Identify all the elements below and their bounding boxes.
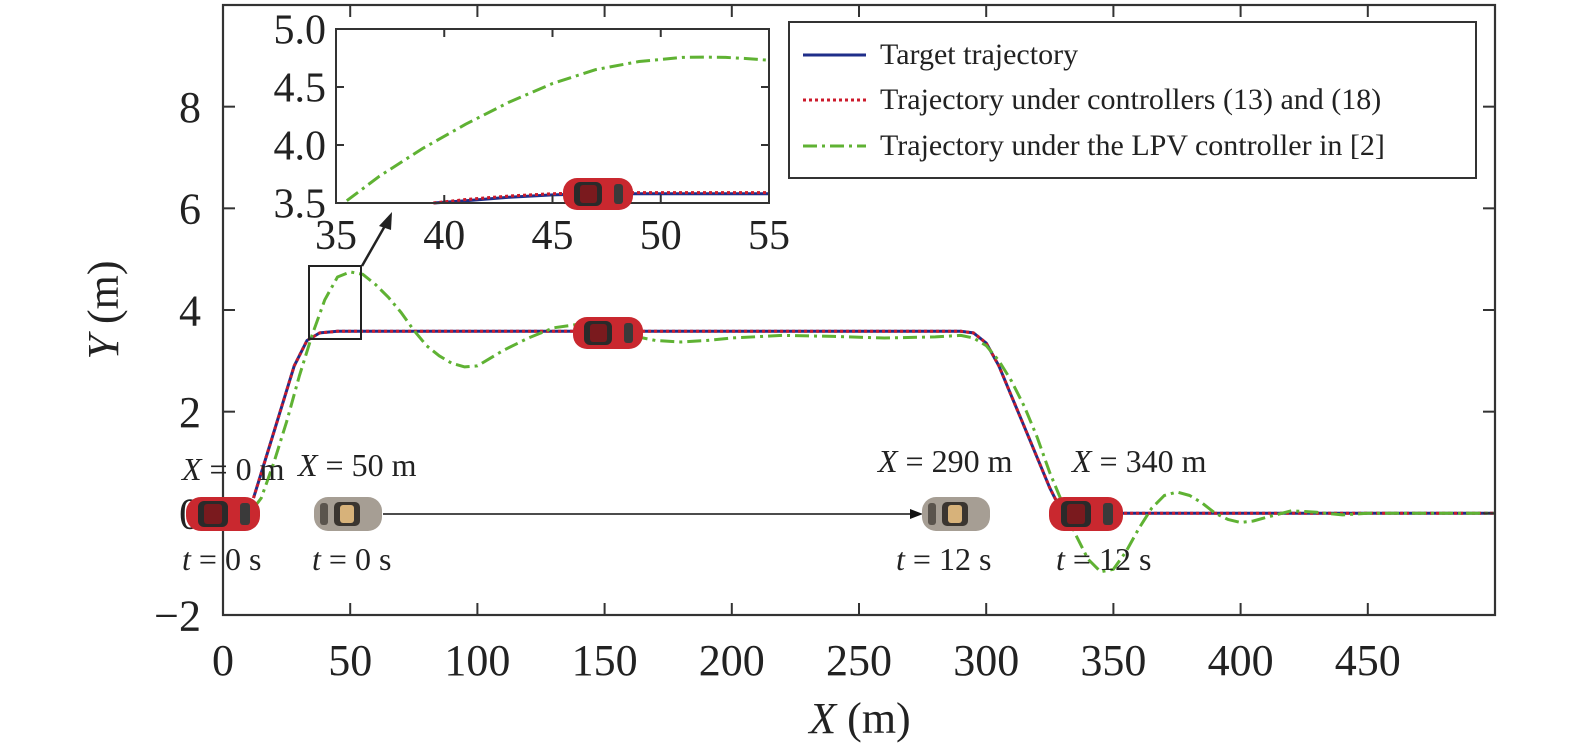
main-xtick-label: 100 <box>444 636 510 685</box>
main-xtick-label: 150 <box>572 636 638 685</box>
inset-series-group <box>345 55 770 205</box>
main-x-tick-labels: 0 50 100 150 200 250 300 350 400 450 <box>212 636 1401 685</box>
annotations: X = 0 m X = 50 m X = 290 m X = 340 m t =… <box>180 443 1207 577</box>
red-car-lane <box>573 317 643 349</box>
zoom-arrow-head <box>379 212 392 230</box>
inset-background <box>336 29 769 203</box>
main-ytick-label: 2 <box>179 388 201 437</box>
zoom-arrow-line <box>360 223 388 267</box>
inset-plot: 35 40 45 50 55 3.5 4.0 4.5 5.0 <box>274 8 791 259</box>
inset-xtick-label: 35 <box>315 213 357 259</box>
legend-label-target: Target trajectory <box>880 38 1078 71</box>
main-xtick-label: 350 <box>1080 636 1146 685</box>
red-car-end <box>1049 497 1123 531</box>
main-xtick-label: 250 <box>826 636 892 685</box>
red-car-start <box>186 497 260 531</box>
gray-car-start <box>314 497 382 531</box>
label-t0-gray: t = 0 s <box>312 541 391 577</box>
legend-label-lpv: Trajectory under the LPV controller in [… <box>880 129 1385 162</box>
y-axis-label: Y (m) <box>79 260 128 359</box>
legend-label-controllers: Trajectory under controllers (13) and (1… <box>880 83 1381 116</box>
main-xtick-label: 450 <box>1335 636 1401 685</box>
travel-arrow-head <box>910 509 923 519</box>
label-t0-red: t = 0 s <box>182 541 261 577</box>
label-x340: X = 340 m <box>1070 443 1207 479</box>
main-xtick-label: 0 <box>212 636 234 685</box>
label-x50: X = 50 m <box>296 447 417 483</box>
legend-box <box>788 21 1477 179</box>
inset-series-1 <box>433 191 769 205</box>
main-xtick-label: 300 <box>953 636 1019 685</box>
main-plot: 0 50 100 150 200 250 300 350 400 450 −20 2 4 6 8 <box>154 3 1497 685</box>
main-series-0 <box>252 329 1495 515</box>
main-series-group <box>252 270 1495 574</box>
inset-ytick-label: 3.5 <box>274 182 327 228</box>
inset-ytick-label: 4.0 <box>274 124 327 170</box>
inset-xtick-label: 45 <box>532 213 574 259</box>
inset-x-tick-labels: 35 40 45 50 55 <box>315 213 790 259</box>
inset-xtick-label: 55 <box>748 213 790 259</box>
inset-xtick-label: 40 <box>423 213 465 259</box>
main-series-2 <box>252 270 1495 574</box>
inset-red-car <box>563 178 633 210</box>
main-xtick-label: 400 <box>1208 636 1274 685</box>
main-xtick-label: 200 <box>699 636 765 685</box>
label-t12-gray: t = 12 s <box>896 541 991 577</box>
inset-ticks <box>335 28 770 204</box>
main-y-tick-labels: −202468 <box>154 83 201 640</box>
inset-y-tick-labels: 3.5 4.0 4.5 5.0 <box>274 8 327 228</box>
label-x0: X = 0 m <box>180 451 285 487</box>
inset-ytick-label: 5.0 <box>274 8 327 54</box>
main-xtick-label: 50 <box>328 636 372 685</box>
main-ytick-label: 6 <box>179 185 201 234</box>
main-series-1 <box>252 329 1495 515</box>
zoom-region-box <box>308 265 362 340</box>
inset-ytick-label: 4.5 <box>274 66 327 112</box>
label-t12-red: t = 12 s <box>1056 541 1151 577</box>
cars <box>186 317 1123 531</box>
inset-xtick-label: 50 <box>640 213 682 259</box>
legend: Target trajectory Trajectory under contr… <box>788 21 1477 179</box>
main-ytick-label: −2 <box>154 591 201 640</box>
label-x290: X = 290 m <box>876 443 1013 479</box>
main-ytick-label: 4 <box>179 286 201 335</box>
x-axis-label: X (m) <box>807 694 910 743</box>
gray-car-end <box>922 497 990 531</box>
inset-series-2 <box>345 55 770 202</box>
main-ytick-label: 8 <box>179 83 201 132</box>
main-ticks <box>222 5 1495 616</box>
